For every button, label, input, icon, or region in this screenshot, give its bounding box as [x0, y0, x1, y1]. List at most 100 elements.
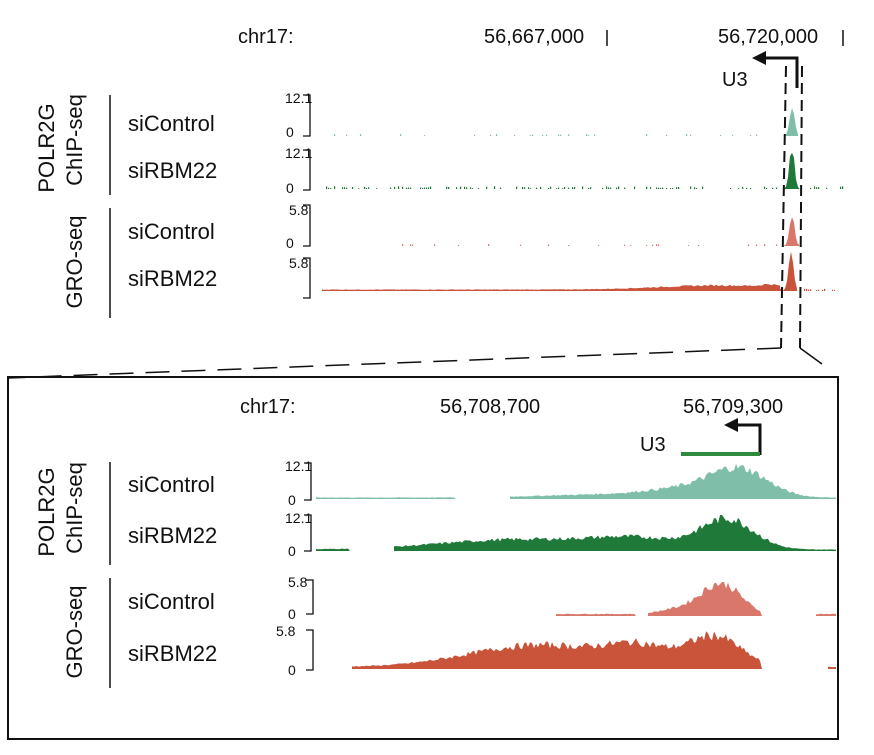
signal-bin	[410, 187, 412, 189]
signal-bin	[458, 244, 460, 246]
signal-bin	[412, 244, 414, 246]
signal-bin	[528, 187, 530, 189]
signal-bin	[548, 244, 550, 246]
signal-bin	[488, 244, 490, 246]
signal-area	[784, 108, 798, 136]
signal-bin	[630, 245, 632, 246]
zoom-connector-left	[7, 347, 782, 379]
signal-bin	[656, 244, 658, 246]
signal-bin	[608, 187, 610, 189]
zoom-tss-arrow-icon	[734, 423, 762, 455]
signal-bin	[618, 186, 620, 189]
signal-bin	[826, 187, 828, 189]
signal-bin	[822, 289, 824, 291]
signal-bin	[658, 187, 660, 189]
signal-bin	[424, 135, 426, 136]
top-track2-min: 0	[286, 180, 294, 196]
signal-bin	[500, 187, 502, 189]
signal-bin	[470, 187, 472, 189]
signal-bin	[344, 187, 346, 189]
signal-bin	[634, 186, 636, 189]
signal-bin	[430, 186, 432, 189]
signal-bin	[358, 188, 360, 189]
signal-bin	[652, 244, 654, 246]
top-track1-scale-bar	[303, 94, 311, 137]
signal-area	[556, 582, 836, 616]
zoom-connector-right	[799, 347, 823, 365]
signal-bin	[572, 187, 574, 189]
top-track3-min: 0	[286, 235, 294, 251]
signal-bin	[558, 134, 560, 136]
top-group-gro: GRO-seq	[62, 216, 87, 309]
top-arrowhead-icon	[752, 51, 766, 65]
signal-bin	[650, 187, 652, 189]
signal-bin	[588, 187, 590, 189]
zoom-window-right-edge	[799, 65, 803, 349]
signal-bin	[398, 186, 400, 189]
signal-bin	[606, 186, 608, 189]
top-track4-signal	[322, 251, 836, 291]
zoom-track4-min: 0	[288, 662, 296, 678]
signal-area	[784, 152, 798, 189]
signal-bin	[698, 244, 700, 246]
signal-bin	[520, 244, 522, 246]
signal-bin	[678, 186, 680, 189]
signal-bin	[540, 186, 542, 189]
signal-bin	[496, 134, 498, 136]
zoom-track3-scale-bar	[306, 579, 314, 615]
signal-bin	[390, 187, 392, 189]
signal-bin	[676, 187, 678, 189]
top-track2-scale-bar	[303, 149, 311, 191]
signal-bin	[750, 187, 752, 189]
signal-bin	[842, 186, 844, 189]
zoom-arrowhead-icon	[724, 418, 738, 432]
signal-bin	[810, 289, 812, 291]
signal-bin	[798, 244, 800, 246]
zoom-track3-signal	[556, 582, 836, 616]
signal-bin	[764, 244, 766, 246]
signal-bin	[342, 187, 344, 189]
signal-bin	[402, 244, 404, 246]
signal-bin	[702, 186, 704, 189]
signal-bin	[750, 135, 752, 136]
signal-bin	[834, 290, 836, 291]
signal-bin	[558, 187, 560, 189]
signal-bin	[446, 186, 448, 189]
zoom-track4-max: 5.8	[276, 623, 296, 639]
zoom-track2-scale-bar	[304, 514, 312, 552]
signal-bin	[474, 134, 476, 136]
signal-bin	[772, 187, 774, 189]
signal-bin	[352, 187, 354, 189]
signal-bin	[818, 187, 820, 189]
signal-bin	[696, 187, 698, 189]
top-track2-condition: siRBM22	[128, 158, 217, 183]
signal-bin	[460, 186, 462, 189]
zoom-panel: chr17: 56,708,700 56,709,300 U3 POLR2G C…	[34, 396, 836, 688]
signal-bin	[408, 187, 410, 189]
signal-bin	[334, 186, 336, 189]
signal-bin	[658, 244, 660, 246]
top-tss-arrow-icon	[760, 56, 799, 88]
signal-bin	[524, 187, 526, 189]
signal-bin	[764, 186, 766, 189]
signal-bin	[562, 188, 564, 189]
signal-area	[316, 463, 836, 499]
signal-bin	[402, 186, 404, 189]
signal-bin	[364, 186, 366, 189]
signal-bin	[586, 134, 588, 136]
signal-bin	[530, 188, 532, 189]
top-track1-signal	[334, 108, 798, 136]
signal-bin	[832, 289, 834, 291]
signal-bin	[582, 186, 584, 189]
top-track3-signal	[402, 217, 800, 246]
signal-bin	[810, 187, 812, 189]
signal-bin	[766, 187, 768, 189]
signal-bin	[798, 187, 800, 189]
signal-bin	[410, 244, 412, 246]
signal-bin	[568, 134, 570, 136]
signal-bin	[532, 134, 534, 136]
signal-bin	[490, 134, 492, 136]
zoom-chrom-label: chr17:	[240, 396, 296, 418]
zoom-coord-left: 56,708,700	[440, 396, 540, 418]
top-track2-max: 12.1	[285, 145, 312, 161]
